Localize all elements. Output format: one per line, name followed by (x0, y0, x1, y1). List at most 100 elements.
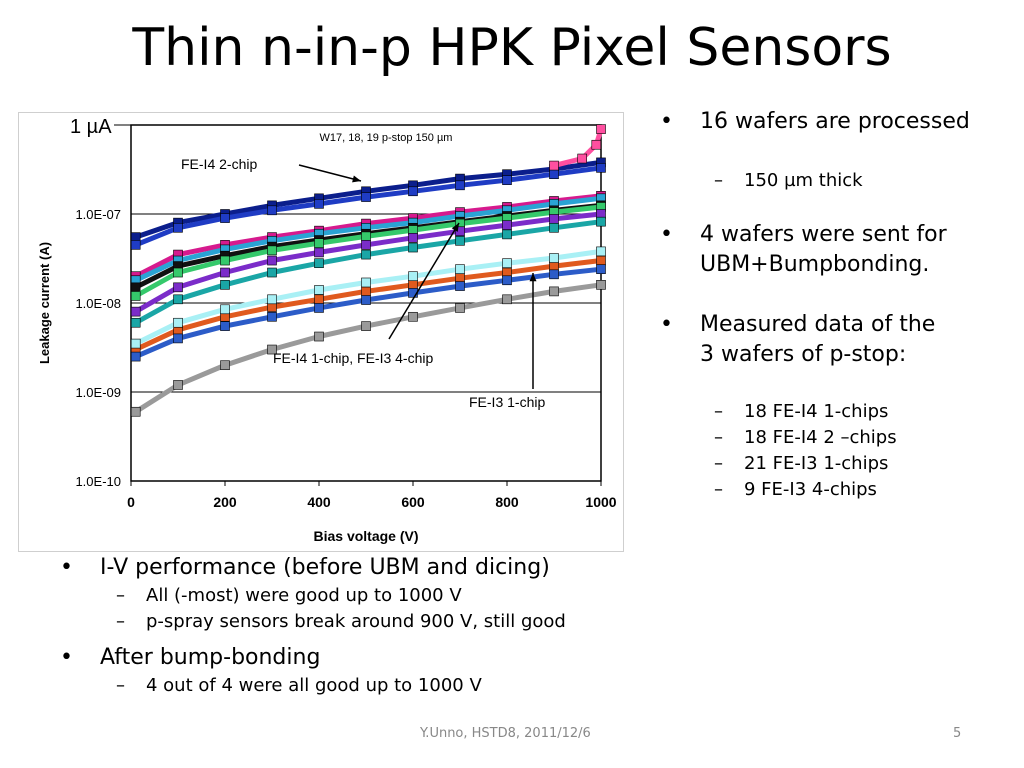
data-point (549, 214, 559, 224)
data-point (596, 163, 606, 173)
data-point (549, 286, 559, 297)
data-point (549, 269, 559, 280)
data-point (408, 233, 418, 243)
bullet-after-bump-bonding: • After bump-bonding (60, 643, 700, 673)
data-point (314, 285, 324, 295)
data-point (361, 286, 371, 297)
data-point (220, 267, 230, 278)
data-point (361, 295, 371, 305)
data-point (314, 303, 324, 313)
x-tick-label: 800 (495, 494, 519, 510)
annotation-fei4-2chip: FE-I4 2-chip (181, 156, 257, 172)
data-point (455, 180, 465, 191)
data-point (361, 240, 371, 250)
data-point (596, 280, 606, 290)
data-point (220, 255, 230, 266)
dash-icon: – (116, 585, 125, 606)
bullet-icon: • (660, 312, 673, 337)
data-point (220, 280, 230, 290)
data-point (361, 231, 371, 242)
sub-bullet-text: 18 FE-I4 2 –chips (744, 427, 897, 448)
annotation-fei4-1chip-fei3-4chip: FE-I4 1-chip, FE-I3 4-chip (273, 350, 433, 366)
bullet-icon: • (60, 645, 73, 670)
annotation-arrow-fei4-2chip-head (352, 175, 361, 183)
dash-icon: – (116, 611, 125, 632)
data-point (591, 139, 602, 150)
slide-title: Thin n-in-p HPK Pixel Sensors (132, 18, 892, 78)
data-point (361, 277, 371, 288)
bullet-wafers-sent: • 4 wafers were sent for UBM+Bumpbonding… (660, 220, 990, 280)
y-tick-label: 1.0E-07 (75, 207, 121, 222)
annotation-arrow-fei4-1chip-head (451, 223, 459, 232)
bullet-text: I-V performance (before UBM and dicing) (100, 555, 550, 580)
bullet-wafers-processed: • 16 wafers are processed (660, 107, 990, 137)
data-point (130, 351, 141, 362)
sub-bullet-fei4-1chip: – 18 FE-I4 1-chips (714, 399, 1004, 425)
data-point (596, 124, 606, 134)
data-point (502, 258, 512, 269)
data-point (408, 311, 418, 322)
data-point (130, 406, 141, 417)
data-point (361, 321, 371, 331)
y-tick-label: 1.0E-10 (75, 474, 121, 489)
data-point (361, 249, 371, 260)
sub-bullet-text: 150 µm thick (744, 170, 863, 191)
data-point (314, 238, 324, 248)
data-point (267, 205, 277, 216)
data-point (408, 242, 418, 253)
bullet-text: After bump-bonding (100, 645, 321, 670)
x-tick-label: 1000 (585, 494, 616, 510)
annotation-arrow-fei4-1chip (388, 222, 460, 340)
one-microamp-label: 1 µA (68, 116, 114, 139)
x-tick-label: 0 (127, 494, 135, 510)
y-tick-label: 1.0E-08 (75, 296, 121, 311)
y-axis-label: Leakage current (A) (37, 242, 52, 364)
data-point (502, 275, 512, 286)
footer-author-date: Y.Unno, HSTD8, 2011/12/6 (420, 726, 591, 741)
bullet-icon: • (60, 555, 73, 580)
data-point (314, 199, 324, 209)
sub-bullet-text: All (-most) were good up to 1000 V (146, 585, 462, 606)
data-point (173, 282, 183, 293)
data-point (408, 186, 418, 197)
x-tick-label: 200 (213, 494, 237, 510)
data-point (455, 281, 465, 291)
data-point (577, 153, 588, 164)
bullet-text: 4 wafers were sent for UBM+Bumpbonding. (700, 222, 947, 277)
data-point (267, 344, 277, 355)
page-number: 5 (953, 726, 962, 741)
sub-bullet-text: p-spray sensors break around 900 V, stil… (146, 611, 566, 632)
dash-icon: – (714, 170, 723, 191)
bullet-icon: • (660, 109, 673, 134)
bullet-measured-data: • Measured data of the 3 wafers of p-sto… (660, 310, 950, 370)
data-point (173, 380, 183, 390)
data-point (173, 222, 183, 233)
sub-bullet-fei3-4chip: – 9 FE-I3 4-chips (714, 477, 1004, 503)
x-tick-label: 400 (307, 494, 331, 510)
sub-bullet-text: 18 FE-I4 1-chips (744, 401, 889, 422)
data-point (502, 175, 512, 185)
y-tick-label: 1.0E-09 (75, 385, 121, 400)
data-point (549, 160, 559, 171)
data-point (220, 360, 230, 371)
data-point (130, 317, 141, 328)
data-point (173, 294, 183, 305)
data-point (130, 240, 141, 250)
bullet-text: 16 wafers are processed (700, 109, 970, 134)
data-point (314, 294, 324, 305)
dash-icon: – (116, 675, 125, 696)
bullet-text: Measured data of the 3 wafers of p-stop: (700, 312, 936, 367)
series-line (553, 128, 604, 169)
data-point (220, 213, 230, 223)
data-point (314, 331, 324, 342)
leakage-current-chart: 1.0E-10 1.0E-09 1.0E-08 1.0E-07 0 200 400 600 80… (18, 112, 624, 552)
data-point (502, 220, 512, 230)
bullet-iv-performance: • I-V performance (before UBM and dicing… (60, 553, 700, 583)
data-point (455, 226, 465, 237)
data-point (173, 267, 183, 278)
data-point (549, 261, 559, 271)
data-point (173, 317, 183, 328)
data-point (596, 264, 606, 274)
data-point (130, 306, 141, 317)
sub-bullet-text: 4 out of 4 were all good up to 1000 V (146, 675, 482, 696)
